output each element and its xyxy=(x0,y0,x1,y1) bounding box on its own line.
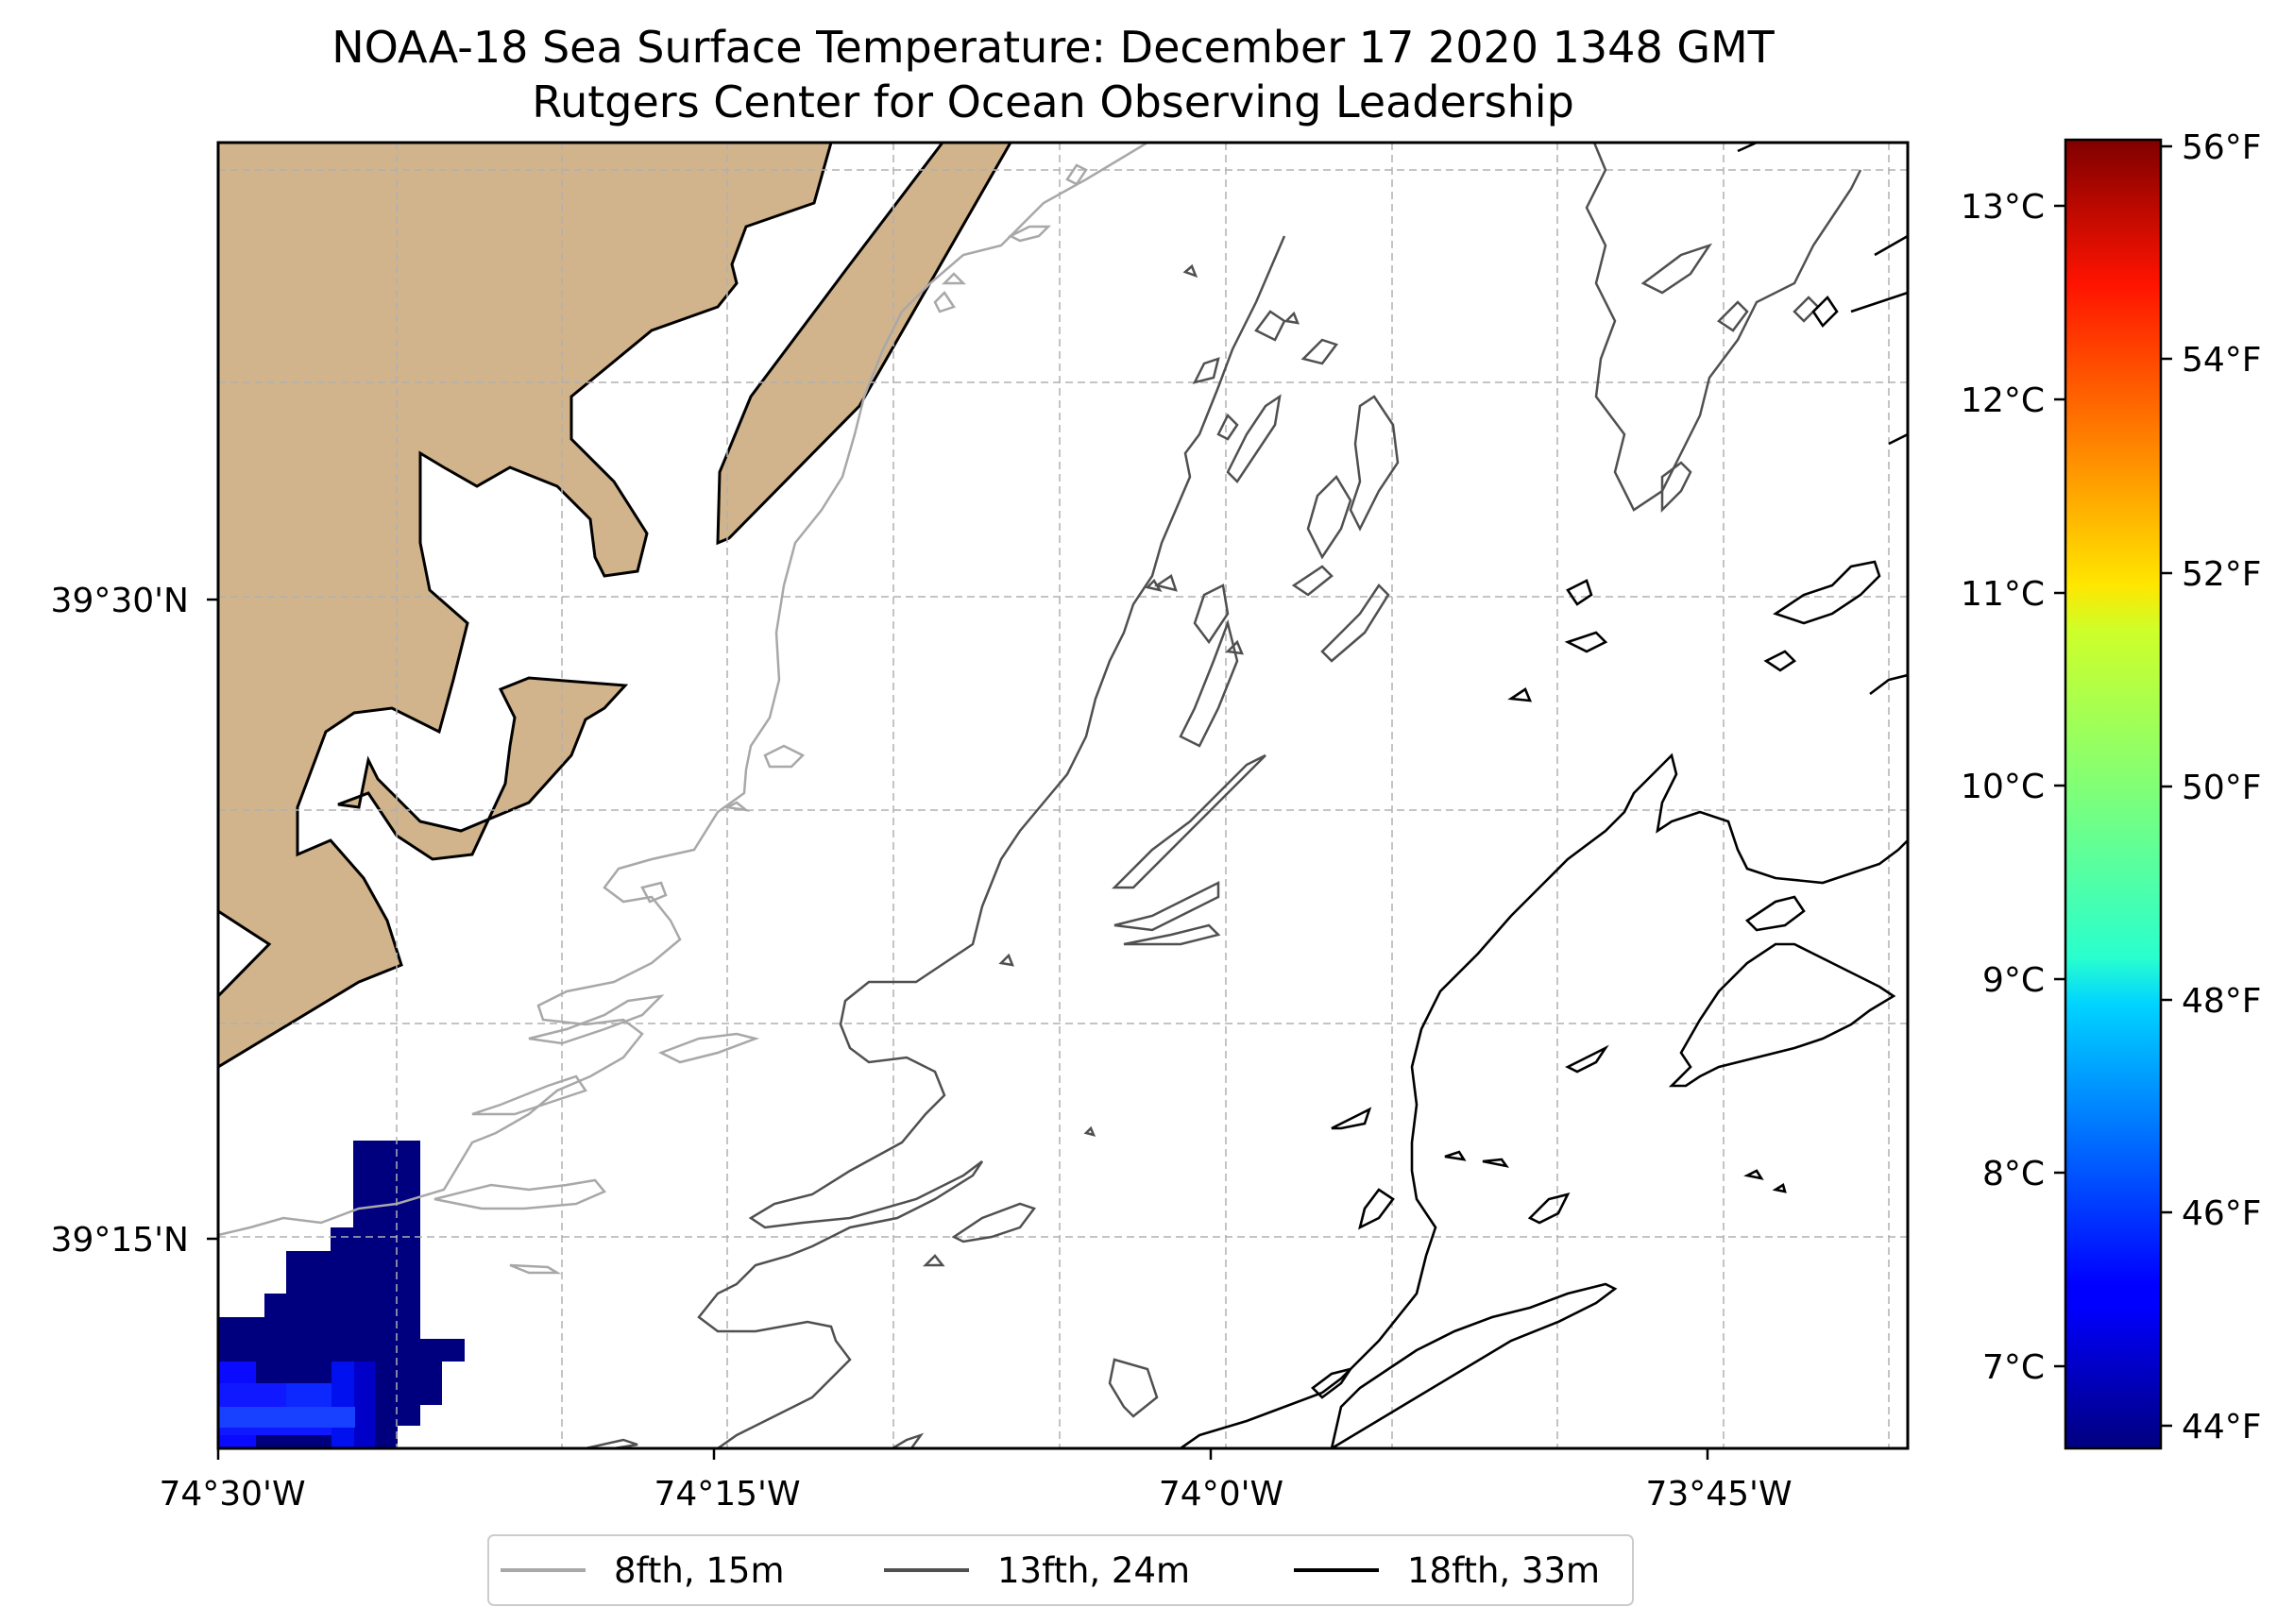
colorbar-gradient xyxy=(2064,138,2163,1450)
celsius-tick-label: 9°C xyxy=(1982,961,2045,1000)
colorbar-celsius-ticks xyxy=(2054,204,2065,1368)
map-tick-marks xyxy=(207,598,1709,1460)
map-frame xyxy=(216,141,1910,1450)
land-masses xyxy=(218,143,1012,1069)
fahrenheit-tick-label: 48°F xyxy=(2182,982,2262,1021)
colorbar-fahrenheit-ticks xyxy=(2161,144,2172,1428)
colorbar: 7°C 8°C 9°C 10°C 11°C 12°C 13°C 44°F 46°… xyxy=(1961,128,2262,1450)
lon-tick-label: 74°0'W xyxy=(1159,1475,1283,1514)
legend-label-8fth: 8fth, 15m xyxy=(614,1550,785,1591)
celsius-tick-label: 10°C xyxy=(1961,768,2045,806)
land-small-island xyxy=(337,676,629,861)
lon-tick-label: 73°45'W xyxy=(1645,1475,1792,1514)
colorbar-fahrenheit-labels: 44°F 46°F 48°F 50°F 52°F 54°F 56°F xyxy=(2182,128,2262,1446)
isobath-13fth xyxy=(585,143,1862,1448)
legend-label-13fth: 13fth, 24m xyxy=(997,1550,1190,1591)
lon-tick-label: 74°15'W xyxy=(654,1475,800,1514)
celsius-tick-label: 11°C xyxy=(1961,575,2045,614)
title-line-1: NOAA-18 Sea Surface Temperature: Decembe… xyxy=(331,22,1775,73)
isobath-18fth xyxy=(1180,143,1908,1448)
fahrenheit-tick-label: 46°F xyxy=(2182,1194,2262,1233)
land-barrier-island xyxy=(716,143,1012,546)
fahrenheit-tick-label: 44°F xyxy=(2182,1408,2262,1446)
title-line-2: Rutgers Center for Ocean Observing Leade… xyxy=(532,76,1574,127)
celsius-tick-label: 8°C xyxy=(1982,1155,2045,1193)
legend: 8fth, 15m 13fth, 24m 18fth, 33m xyxy=(487,1534,1634,1606)
legend-box xyxy=(487,1534,1634,1606)
colorbar-celsius-labels: 7°C 8°C 9°C 10°C 11°C 12°C 13°C xyxy=(1961,188,2045,1387)
lat-tick-label: 39°30'N xyxy=(51,582,189,620)
map-area xyxy=(207,141,1910,1460)
celsius-tick-label: 7°C xyxy=(1982,1348,2045,1387)
isobath-8fth xyxy=(218,143,1148,1275)
fahrenheit-tick-label: 54°F xyxy=(2182,341,2262,380)
land-mainland xyxy=(218,143,833,1069)
celsius-tick-label: 12°C xyxy=(1961,381,2045,420)
fahrenheit-tick-label: 56°F xyxy=(2182,128,2262,167)
fahrenheit-tick-label: 52°F xyxy=(2182,555,2262,594)
fahrenheit-tick-label: 50°F xyxy=(2182,769,2262,807)
celsius-tick-label: 13°C xyxy=(1961,188,2045,227)
longitude-tick-labels: 74°30'W 74°15'W 74°0'W 73°45'W xyxy=(159,1475,1792,1514)
legend-label-18fth: 18fth, 33m xyxy=(1407,1550,1600,1591)
lon-tick-label: 74°30'W xyxy=(159,1475,305,1514)
latitude-tick-labels: 39°30'N 39°15'N xyxy=(51,582,189,1260)
lat-tick-label: 39°15'N xyxy=(51,1221,189,1260)
sst-cell-patch xyxy=(218,1141,465,1448)
